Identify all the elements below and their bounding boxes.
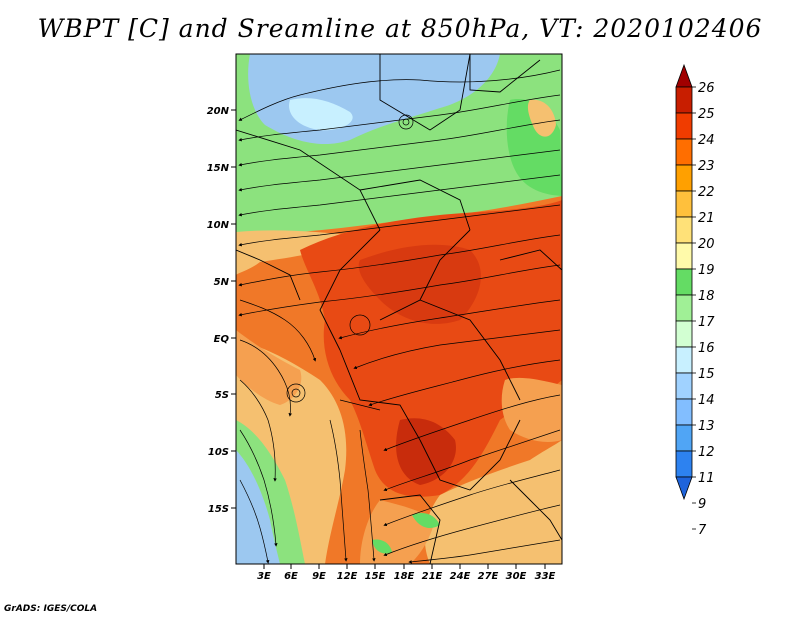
lat-tick-label: 10S (208, 447, 229, 458)
colorbar-bottom-arrow (675, 476, 693, 501)
lon-tick-label: 15E (365, 571, 386, 582)
colorbar-label: 15 (698, 367, 715, 382)
colorbar-label: 13 (698, 419, 715, 434)
colorbar-segment (675, 164, 693, 192)
temperature-field (236, 54, 562, 564)
colorbar-label: 7 (698, 523, 707, 538)
lon-tick-label: 30E (506, 571, 527, 582)
latitude-axis: 20N 15N 10N 5N EQ 5S 10S 15S (207, 106, 236, 515)
colorbar-segment (675, 346, 693, 374)
colorbar-label: 23 (698, 159, 715, 174)
colorbar-segment (675, 190, 693, 218)
colorbar-label: 18 (698, 289, 715, 304)
colorbar-segment (675, 86, 693, 114)
colorbar-segment (675, 372, 693, 400)
colorbar-label: 9 (698, 497, 706, 512)
country-borders (236, 54, 562, 564)
colorbar-segment (675, 450, 693, 478)
lon-tick-label: 6E (284, 571, 298, 582)
colorbar-label: 14 (698, 393, 715, 408)
colorbar-segment (675, 216, 693, 244)
lon-tick-label: 9E (312, 571, 326, 582)
lat-tick-label: 15S (208, 504, 229, 515)
colorbar-segment (675, 424, 693, 452)
colorbar-segment (675, 138, 693, 166)
map-frame (235, 53, 563, 565)
lon-tick-label: 33E (535, 571, 556, 582)
colorbar-label: 20 (698, 237, 715, 252)
grads-credit: GrADS: IGES/COLA (4, 604, 98, 614)
colorbar-label: 19 (698, 263, 715, 278)
lon-tick-label: 27E (478, 571, 499, 582)
colorbar-segment (675, 294, 693, 322)
colorbar-segment (675, 242, 693, 270)
colorbar-label: 21 (698, 211, 715, 226)
colorbar-segment (675, 320, 693, 348)
lon-tick-label: 3E (257, 571, 271, 582)
colorbar-top-arrow (675, 63, 693, 88)
lat-tick-label: 5S (215, 390, 229, 401)
lon-tick-label: 24E (450, 571, 471, 582)
colorbar-segment (675, 398, 693, 426)
lon-tick-label: 18E (394, 571, 415, 582)
colorbar-label: 22 (698, 185, 715, 200)
lat-tick-label: 5N (214, 277, 230, 288)
colorbar-label: 24 (698, 133, 715, 148)
colorbar-segment (675, 268, 693, 296)
lon-tick-label: 12E (337, 571, 358, 582)
colorbar: 26 25 24 23 22 21 20 19 18 17 16 15 14 13 12 11 9 7 (675, 63, 715, 538)
streamlines (238, 69, 561, 564)
colorbar-label: 12 (698, 445, 715, 460)
colorbar-label: 11 (698, 471, 715, 486)
colorbar-label: 16 (698, 341, 715, 356)
colorbar-label: 17 (698, 315, 715, 330)
lon-tick-label: 21E (422, 571, 443, 582)
lat-tick-label: 20N (207, 106, 230, 117)
lat-tick-label: 10N (207, 220, 230, 231)
colorbar-label: 25 (698, 107, 715, 122)
longitude-axis: 3E 6E 9E 12E 15E 18E 21E 24E 27E 30E 33E (257, 564, 556, 582)
colorbar-label: 26 (698, 81, 715, 96)
map-title: WBPT [C] and Sreamline at 850hPa, VT: 20… (37, 14, 763, 43)
lat-tick-label: EQ (214, 334, 230, 345)
lat-tick-label: 15N (207, 163, 230, 174)
colorbar-segment (675, 112, 693, 140)
